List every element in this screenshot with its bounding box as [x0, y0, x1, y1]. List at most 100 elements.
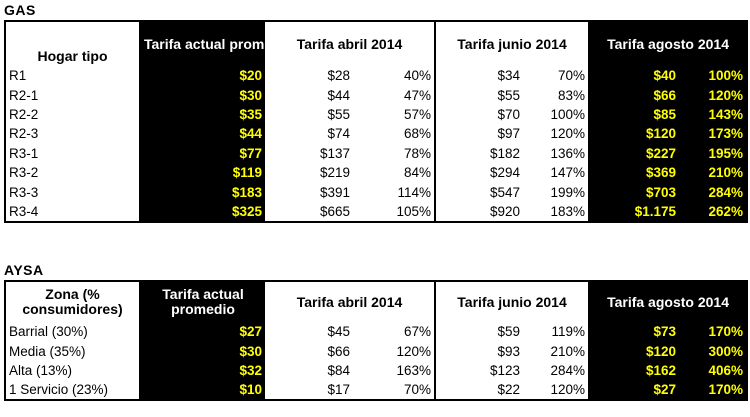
august-percent: 100%	[679, 66, 748, 86]
table-row: Media (35%) $30 $66 120% $93 210% $120 300%	[5, 341, 748, 361]
header-zona: Zona (% consumidores)	[5, 281, 141, 322]
header-june-2014: Tarifa junio 2014	[435, 281, 591, 322]
june-value: $34	[497, 68, 521, 84]
table-row: Alta (13%) $32 $84 163% $123 284% $162 406%	[5, 360, 748, 381]
header-august-2014: Tarifa agosto 2014	[589, 21, 748, 66]
august-value: $120	[589, 341, 680, 361]
august-percent: 210%	[679, 162, 748, 183]
table-row: R1 $20 $28 40% $34 70% $40 100%	[5, 66, 748, 86]
april-percent: 114%	[353, 182, 437, 202]
april-value: $66	[327, 343, 350, 359]
june-percent: 120%	[523, 380, 591, 401]
august-percent: 262%	[679, 201, 748, 222]
august-percent: 170%	[679, 322, 748, 342]
june-percent: 210%	[523, 341, 591, 361]
august-value: $227	[589, 143, 680, 163]
header-april-2014: Tarifa abril 2014	[265, 21, 437, 66]
current-rate-value: $20	[140, 66, 265, 86]
table-row: Barrial (30%) $27 $45 67% $59 119% $73 170%	[5, 322, 748, 342]
june-value: $123	[489, 362, 521, 378]
april-percent: 67%	[353, 322, 437, 342]
header-august-2014: Tarifa agosto 2014	[589, 281, 748, 322]
august-value: $40	[589, 66, 680, 86]
april-percent: 78%	[353, 143, 437, 163]
august-percent: 406%	[679, 360, 748, 381]
header-june-2014: Tarifa junio 2014	[435, 21, 591, 66]
august-value: $120	[589, 124, 680, 144]
august-percent: 120%	[679, 85, 748, 105]
row-label: R3-4	[5, 201, 141, 222]
april-value: $391	[319, 184, 350, 200]
august-percent: 284%	[679, 182, 748, 202]
row-label: 1 Servicio (23%)	[5, 380, 141, 401]
current-rate-value: $35	[140, 104, 265, 125]
table-row: 1 Servicio (23%) $10 $17 70% $22 120% $27 170%	[5, 380, 748, 401]
june-value: $55	[497, 87, 521, 103]
june-percent: 100%	[523, 104, 591, 125]
august-value: $703	[589, 182, 680, 202]
table-row: R3-4 $325 $665 105% $920 183% $1.175 262%	[5, 201, 748, 222]
june-value: $547	[489, 184, 521, 200]
june-percent: 199%	[523, 182, 591, 202]
row-label: R1	[5, 66, 141, 86]
current-rate-value: $77	[140, 143, 265, 163]
row-label: Barrial (30%)	[5, 322, 141, 342]
august-value: $27	[589, 380, 680, 401]
current-rate-value: $30	[140, 85, 265, 105]
row-label: R2-3	[5, 124, 141, 144]
current-rate-value: $27	[140, 322, 265, 342]
aysa-tariff-table: Zona (% consumidores) Tarifa actual prom…	[4, 280, 749, 402]
august-value: $1.175	[589, 201, 680, 222]
june-value: $920	[489, 203, 521, 219]
april-percent: 84%	[353, 162, 437, 183]
row-label: R3-3	[5, 182, 141, 202]
april-value: $55	[327, 106, 350, 122]
august-percent: 195%	[679, 143, 748, 163]
august-percent: 300%	[679, 341, 748, 361]
table-row: R3-1 $77 $137 78% $182 136% $227 195%	[5, 143, 748, 163]
august-percent: 143%	[679, 104, 748, 125]
row-label: R2-1	[5, 85, 141, 105]
current-rate-value: $44	[140, 124, 265, 144]
august-value: $85	[589, 104, 680, 125]
april-value: $28	[327, 68, 350, 84]
april-value: $137	[319, 145, 350, 161]
row-label: R3-2	[5, 162, 141, 183]
table-row: R2-1 $30 $44 47% $55 83% $66 120%	[5, 85, 748, 105]
current-rate-value: $30	[140, 341, 265, 361]
april-value: $219	[319, 165, 350, 181]
june-value: $70	[497, 106, 521, 122]
april-value: $45	[327, 324, 350, 340]
june-value: $294	[489, 165, 521, 181]
current-rate-value: $325	[140, 201, 265, 222]
august-value: $66	[589, 85, 680, 105]
header-hogar-tipo: Hogar tipo	[5, 21, 141, 66]
august-value: $369	[589, 162, 680, 183]
current-rate-value: $10	[140, 380, 265, 401]
june-percent: 70%	[523, 66, 591, 86]
april-percent: 105%	[353, 201, 437, 222]
june-value: $182	[489, 145, 521, 161]
aysa-section-title: AYSA	[4, 262, 44, 278]
june-value: $22	[497, 382, 521, 398]
august-value: $162	[589, 360, 680, 381]
april-percent: 57%	[353, 104, 437, 125]
june-percent: 183%	[523, 201, 591, 222]
current-rate-value: $183	[140, 182, 265, 202]
april-percent: 163%	[353, 360, 437, 381]
row-label: R3-1	[5, 143, 141, 163]
current-rate-value: $119	[140, 162, 265, 183]
april-value: $74	[327, 126, 350, 142]
august-percent: 170%	[679, 380, 748, 401]
table-row: R2-2 $35 $55 57% $70 100% $85 143%	[5, 104, 748, 125]
table-row: R2-3 $44 $74 68% $97 120% $120 173%	[5, 124, 748, 144]
header-april-2014: Tarifa abril 2014	[265, 281, 437, 322]
row-label: Alta (13%)	[5, 360, 141, 381]
gas-section-title: GAS	[4, 2, 36, 18]
april-percent: 68%	[353, 124, 437, 144]
june-value: $59	[497, 324, 521, 340]
june-percent: 120%	[523, 124, 591, 144]
june-percent: 147%	[523, 162, 591, 183]
june-percent: 284%	[523, 360, 591, 381]
current-rate-value: $32	[140, 360, 265, 381]
